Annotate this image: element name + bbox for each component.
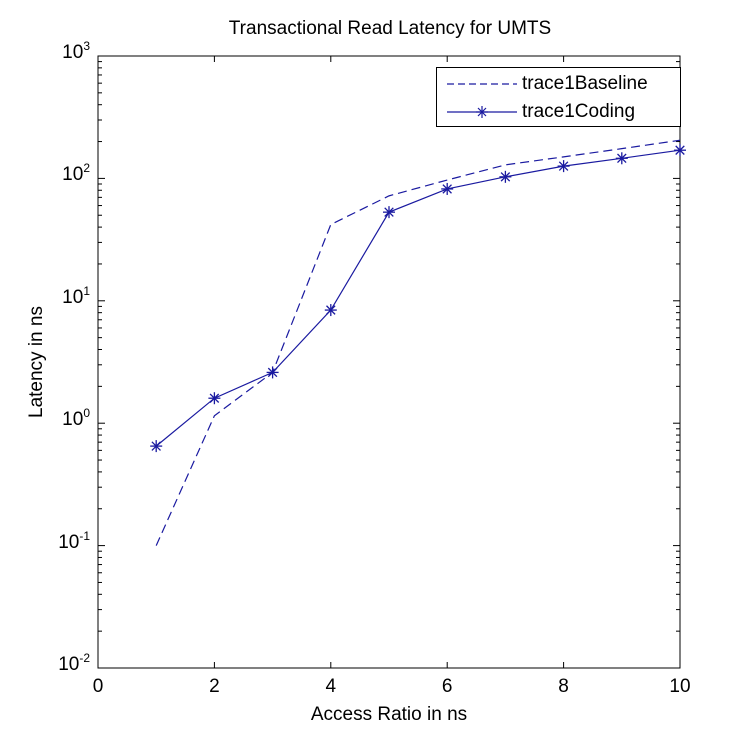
y-tick-label: 10-1 — [58, 528, 90, 553]
asterisk-marker — [324, 304, 337, 317]
asterisk-marker — [383, 206, 395, 219]
series-line-0 — [155, 139, 681, 546]
asterisk-marker — [499, 170, 512, 183]
y-tick-label: 103 — [62, 39, 90, 63]
asterisk-marker — [266, 366, 279, 379]
x-tick-label: 4 — [325, 676, 337, 697]
y-tick-label: 100 — [62, 406, 90, 431]
asterisk-marker-line-icon — [447, 106, 517, 118]
legend-item-coding: trace1Coding — [437, 99, 680, 125]
asterisk-marker — [615, 152, 628, 165]
y-tick-label: 102 — [62, 161, 90, 186]
plot-series — [150, 139, 686, 546]
x-tick-label: 0 — [92, 676, 104, 697]
y-tick-label: 10-2 — [58, 651, 90, 675]
chart-title: Transactional Read Latency for UMTS — [228, 18, 552, 39]
asterisk-marker — [674, 144, 686, 157]
legend: trace1Baseline trace1Coding — [436, 67, 681, 127]
series-line-1 — [155, 149, 681, 447]
x-tick-label: 2 — [209, 676, 220, 697]
dashed-line-icon — [447, 83, 517, 85]
asterisk-marker — [150, 440, 163, 453]
x-tick-label: 6 — [441, 676, 453, 697]
legend-label-baseline: trace1Baseline — [522, 73, 648, 94]
asterisk-marker — [557, 160, 570, 173]
asterisk-marker — [441, 182, 454, 195]
x-tick-label: 10 — [669, 676, 691, 697]
x-tick-label: 8 — [558, 676, 569, 697]
plot-frame — [97, 55, 681, 669]
y-axis-label: Latency in ns — [26, 306, 47, 418]
legend-item-baseline: trace1Baseline — [437, 71, 680, 97]
legend-label-coding: trace1Coding — [522, 101, 636, 122]
y-tick-label: 101 — [62, 283, 90, 308]
x-axis-label: Access Ratio in ns — [310, 704, 468, 725]
plot-axes — [97, 55, 681, 669]
asterisk-marker — [208, 392, 221, 405]
